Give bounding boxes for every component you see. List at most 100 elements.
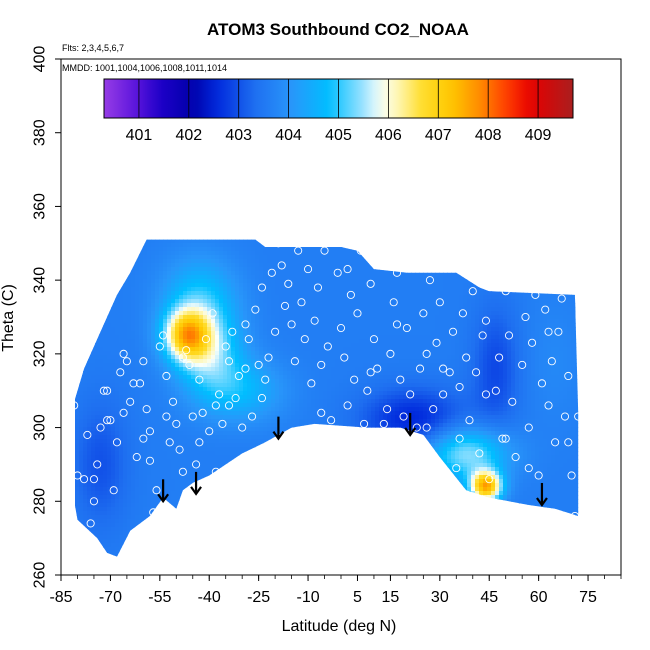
field-cell: [207, 259, 212, 264]
field-cell: [79, 235, 84, 240]
field-cell: [299, 315, 304, 320]
field-cell: [227, 455, 232, 460]
field-cell: [255, 251, 260, 256]
field-cell: [195, 407, 200, 412]
field-cell: [87, 403, 92, 408]
field-cell: [247, 391, 252, 396]
field-cell: [175, 275, 180, 280]
field-cell: [151, 391, 156, 396]
field-cell: [315, 387, 320, 392]
field-cell: [231, 467, 236, 472]
field-cell: [119, 403, 124, 408]
field-cell: [279, 399, 284, 404]
field-cell: [195, 335, 200, 340]
field-cell: [119, 343, 124, 348]
field-cell: [259, 467, 264, 472]
field-cell: [175, 315, 180, 320]
field-cell: [287, 531, 292, 536]
field-cell: [183, 487, 188, 492]
field-cell: [223, 255, 228, 260]
field-cell: [107, 523, 112, 528]
field-cell: [163, 431, 168, 436]
field-cell: [299, 443, 304, 448]
field-cell: [95, 411, 100, 416]
field-cell: [235, 271, 240, 276]
field-cell: [207, 527, 212, 532]
field-cell: [131, 303, 136, 308]
field-cell: [231, 255, 236, 260]
field-cell: [99, 463, 104, 468]
field-cell: [275, 363, 280, 368]
field-cell: [159, 451, 164, 456]
field-cell: [187, 475, 192, 480]
field-cell: [211, 459, 216, 464]
field-cell: [271, 459, 276, 464]
field-cell: [163, 327, 168, 332]
field-cell: [207, 375, 212, 380]
field-cell: [243, 431, 248, 436]
field-cell: [163, 555, 168, 557]
field-cell: [155, 259, 160, 264]
field-cell: [135, 299, 140, 304]
field-cell: [307, 283, 312, 288]
field-cell: [215, 535, 220, 540]
field-cell: [211, 455, 216, 460]
field-cell: [275, 399, 280, 404]
field-cell: [99, 519, 104, 524]
field-cell: [263, 431, 268, 436]
field-cell: [171, 383, 176, 388]
field-cell: [255, 535, 260, 540]
field-cell: [111, 459, 116, 464]
field-cell: [95, 487, 100, 492]
field-cell: [99, 287, 104, 292]
field-cell: [211, 423, 216, 428]
field-cell: [207, 515, 212, 520]
field-cell: [135, 475, 140, 480]
field-cell: [267, 415, 272, 420]
field-cell: [107, 511, 112, 516]
field-cell: [299, 359, 304, 364]
field-cell: [155, 443, 160, 448]
field-cell: [299, 451, 304, 456]
field-cell: [167, 279, 172, 284]
field-cell: [291, 271, 296, 276]
field-cell: [231, 451, 236, 456]
field-cell: [263, 439, 268, 444]
field-cell: [179, 367, 184, 372]
field-cell: [163, 479, 168, 484]
field-cell: [87, 519, 92, 524]
field-cell: [315, 247, 320, 252]
field-cell: [167, 391, 172, 396]
field-cell: [87, 535, 92, 540]
field-cell: [147, 295, 152, 300]
field-cell: [191, 259, 196, 264]
field-cell: [263, 559, 268, 564]
field-cell: [303, 371, 308, 376]
field-cell: [303, 507, 308, 512]
field-cell: [187, 411, 192, 416]
field-cell: [295, 503, 300, 508]
field-cell: [303, 339, 308, 344]
field-cell: [107, 367, 112, 372]
field-cell: [147, 487, 152, 492]
field-cell: [315, 307, 320, 312]
field-cell: [131, 427, 136, 432]
field-cell: [259, 379, 264, 384]
field-cell: [191, 359, 196, 364]
field-cell: [231, 407, 236, 412]
field-cell: [211, 331, 216, 336]
field-cell: [243, 479, 248, 484]
field-cell: [127, 443, 132, 448]
field-cell: [123, 523, 128, 528]
field-cell: [147, 363, 152, 368]
field-cell: [151, 263, 156, 268]
chart-title: ATOM3 Southbound CO2_NOAA: [207, 20, 469, 39]
field-cell: [119, 355, 124, 360]
field-cell: [167, 495, 172, 500]
field-cell: [167, 351, 172, 356]
field-cell: [143, 551, 148, 556]
field-cell: [215, 299, 220, 304]
field-cell: [303, 255, 308, 260]
field-cell: [271, 283, 276, 288]
field-cell: [199, 239, 204, 244]
